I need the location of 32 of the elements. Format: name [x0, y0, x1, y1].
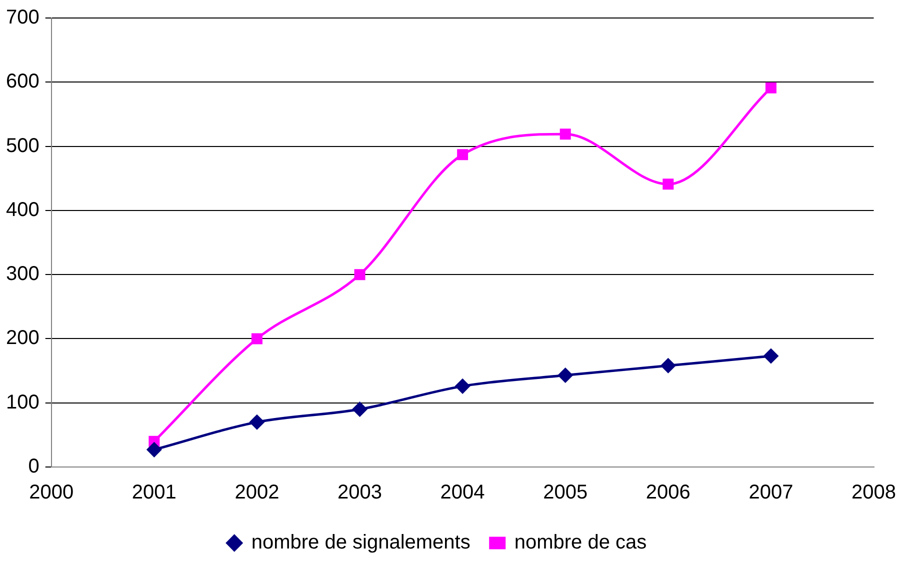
- x-tick-label: 2008: [852, 482, 896, 504]
- point: [662, 178, 674, 190]
- y-tick-label: 0: [28, 456, 40, 478]
- point: [455, 378, 470, 394]
- point: [146, 442, 162, 457]
- y-tick-label: 400: [6, 198, 40, 221]
- point: [251, 333, 262, 344]
- point: [764, 348, 778, 364]
- y-tick-label: 100: [6, 391, 40, 414]
- x-tick-label: 2004: [440, 482, 485, 504]
- point: [457, 149, 468, 160]
- legend-label: nombre de signalements: [251, 532, 470, 554]
- x-tick-label: 2005: [543, 482, 588, 504]
- y-tick-label: 200: [6, 327, 40, 350]
- point: [765, 82, 776, 94]
- point: [352, 402, 368, 417]
- point: [560, 128, 571, 140]
- x-tick-label: 2007: [748, 482, 794, 504]
- point: [558, 368, 573, 383]
- x-tick-label: 2001: [132, 482, 176, 504]
- y-tick-label: 700: [6, 6, 40, 29]
- point: [250, 414, 264, 430]
- y-tick-label: 500: [6, 134, 40, 157]
- point: [660, 358, 676, 373]
- y-tick-label: 300: [6, 263, 40, 286]
- x-tick-label: 2003: [338, 482, 382, 504]
- x-tick-label: 2002: [234, 482, 280, 504]
- point: [354, 269, 366, 280]
- x-tick-label: 2000: [29, 482, 74, 504]
- x-tick-label: 2006: [646, 482, 690, 504]
- legend-label: nombre de cas: [514, 532, 647, 554]
- y-tick-label: 600: [6, 70, 40, 93]
